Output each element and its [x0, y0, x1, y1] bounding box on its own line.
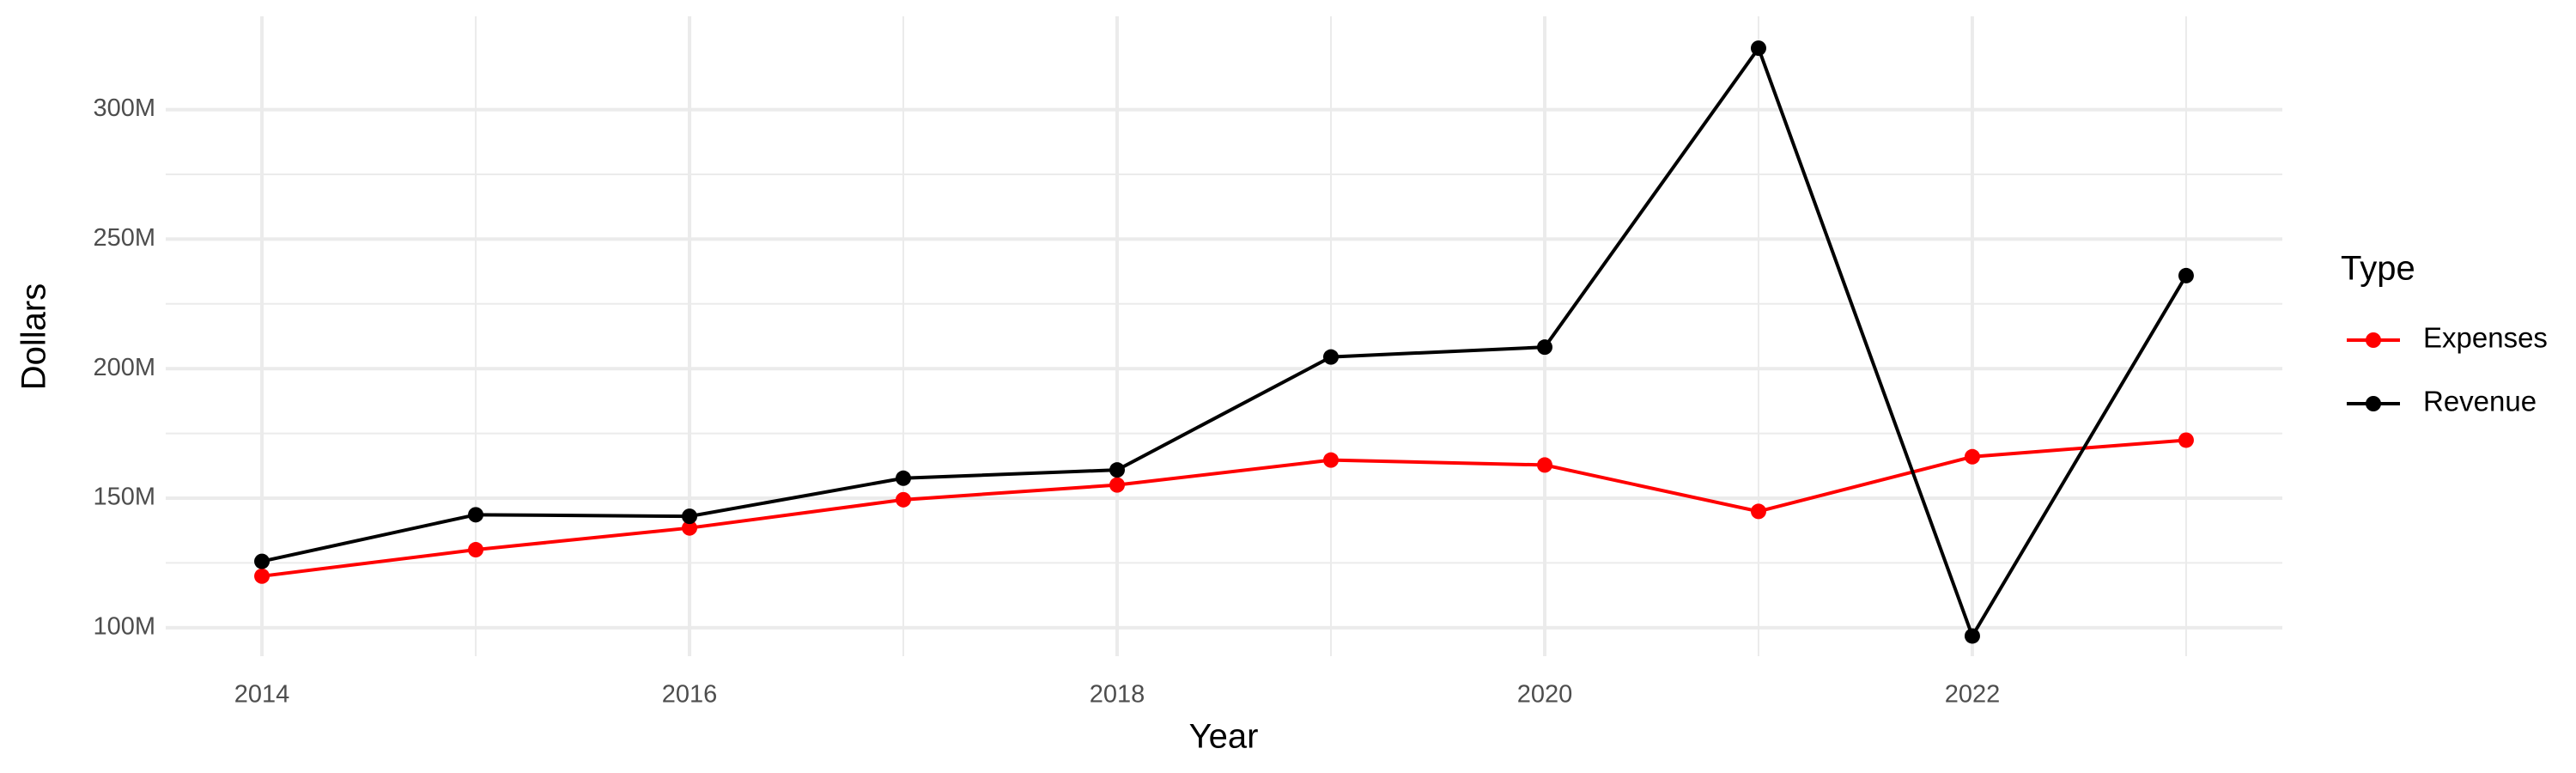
data-point — [1964, 448, 1980, 465]
data-point — [1750, 40, 1766, 57]
data-point — [1109, 477, 1126, 493]
legend-label: Expenses — [2423, 322, 2548, 354]
data-point — [896, 491, 912, 508]
grid — [166, 16, 2282, 656]
y-tick-label: 100M — [93, 612, 155, 640]
data-point — [468, 507, 484, 523]
x-axis-title: Year — [1189, 718, 1259, 756]
data-point — [1964, 628, 1980, 644]
x-tick-label: 2022 — [1945, 681, 2001, 709]
data-point — [1109, 462, 1126, 478]
x-tick-label: 2018 — [1090, 681, 1145, 709]
y-tick-label: 250M — [93, 224, 155, 252]
x-tick-label: 2020 — [1517, 681, 1573, 709]
data-point — [2178, 432, 2194, 448]
data-point — [682, 508, 698, 525]
data-point — [254, 568, 270, 584]
y-axis-title: Dollars — [15, 283, 53, 390]
data-point — [682, 520, 698, 536]
data-point — [468, 542, 484, 558]
data-point — [1536, 457, 1552, 473]
data-point — [2178, 267, 2194, 283]
data-point — [1536, 339, 1552, 356]
data-point — [1322, 452, 1339, 468]
legend-label: Revenue — [2423, 386, 2537, 417]
legend-key-point — [2366, 396, 2381, 411]
y-tick-label: 300M — [93, 94, 155, 122]
x-tick-label: 2014 — [234, 681, 290, 709]
x-tick-label: 2016 — [662, 681, 718, 709]
y-tick-label: 150M — [93, 484, 155, 511]
series-line — [261, 44, 2188, 641]
data-point — [1322, 349, 1339, 365]
y-tick-label: 200M — [93, 354, 155, 381]
data-point — [896, 470, 912, 486]
legend-title: Type — [2341, 250, 2415, 288]
data-point — [254, 553, 270, 569]
series-line — [261, 438, 2187, 578]
legend-key-point — [2366, 332, 2381, 348]
data-point — [1750, 503, 1766, 520]
